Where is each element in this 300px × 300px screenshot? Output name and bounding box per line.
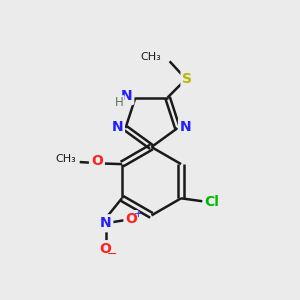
Text: N: N [100, 216, 111, 230]
Text: N: N [111, 120, 123, 134]
Text: O: O [125, 212, 137, 226]
Text: CH₃: CH₃ [140, 52, 161, 62]
Text: CH₃: CH₃ [56, 154, 76, 164]
Text: −: − [107, 248, 117, 261]
Text: S: S [182, 72, 193, 86]
Text: +: + [134, 209, 142, 219]
Text: Cl: Cl [205, 196, 219, 209]
Text: O: O [100, 242, 112, 256]
Text: N: N [180, 120, 192, 134]
Text: O: O [91, 154, 103, 168]
Text: H: H [115, 96, 123, 110]
Text: N: N [121, 89, 132, 103]
